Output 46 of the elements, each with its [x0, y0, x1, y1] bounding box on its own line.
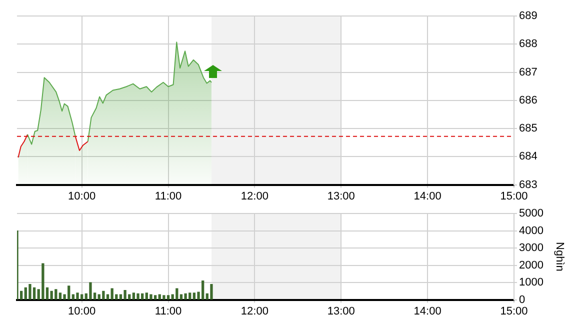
bar	[28, 284, 32, 300]
y-axis-title: Nghìn	[553, 242, 566, 272]
y-tick-label: 0	[519, 294, 526, 306]
y-tick-label: 687	[519, 66, 538, 78]
x-tick-label: 11:00	[154, 305, 182, 318]
bar	[166, 295, 170, 300]
bar	[58, 292, 62, 300]
y-tick-label: 684	[519, 150, 538, 163]
y-tick-label: 2000	[519, 259, 544, 272]
y-tick-label: 5000	[519, 208, 544, 220]
x-tick-label: 11:00	[154, 190, 182, 202]
x-tick-label: 14:00	[414, 305, 442, 318]
y-tick-label: 4000	[519, 224, 544, 237]
bar	[176, 288, 178, 300]
bar	[162, 295, 166, 300]
x-tick-label: 13:00	[327, 305, 355, 318]
bar	[50, 290, 53, 300]
bar	[102, 290, 105, 300]
bar	[136, 293, 140, 300]
bar	[154, 295, 157, 300]
bar	[184, 293, 187, 300]
bar	[124, 290, 126, 300]
y-tick-label: 3000	[519, 242, 544, 254]
y-tick-label: 688	[519, 38, 538, 50]
x-tick-label: 14:00	[414, 190, 442, 202]
x-tick-label: 12:00	[240, 190, 268, 202]
x-tick-label: 15:00	[500, 305, 528, 318]
y-tick-label: 685	[519, 122, 538, 135]
x-tick-label: 10:00	[68, 190, 96, 202]
bar	[89, 282, 92, 300]
y-tick-label: 1000	[519, 276, 544, 289]
bar	[110, 288, 114, 300]
bar	[150, 294, 152, 300]
y-tick-label: 689	[519, 10, 538, 22]
bar	[132, 292, 136, 300]
x-tick-label: 12:00	[240, 305, 268, 318]
bar	[32, 287, 36, 300]
bar	[76, 292, 79, 300]
x-tick-label: 15:00	[500, 190, 528, 202]
y-tick-label: 686	[519, 94, 538, 106]
bar	[192, 292, 196, 300]
x-tick-label: 10:00	[68, 305, 96, 318]
bar	[42, 263, 44, 300]
bar	[210, 284, 213, 300]
x-tick-label: 13:00	[327, 190, 355, 202]
y-tick-label: 683	[519, 178, 538, 191]
